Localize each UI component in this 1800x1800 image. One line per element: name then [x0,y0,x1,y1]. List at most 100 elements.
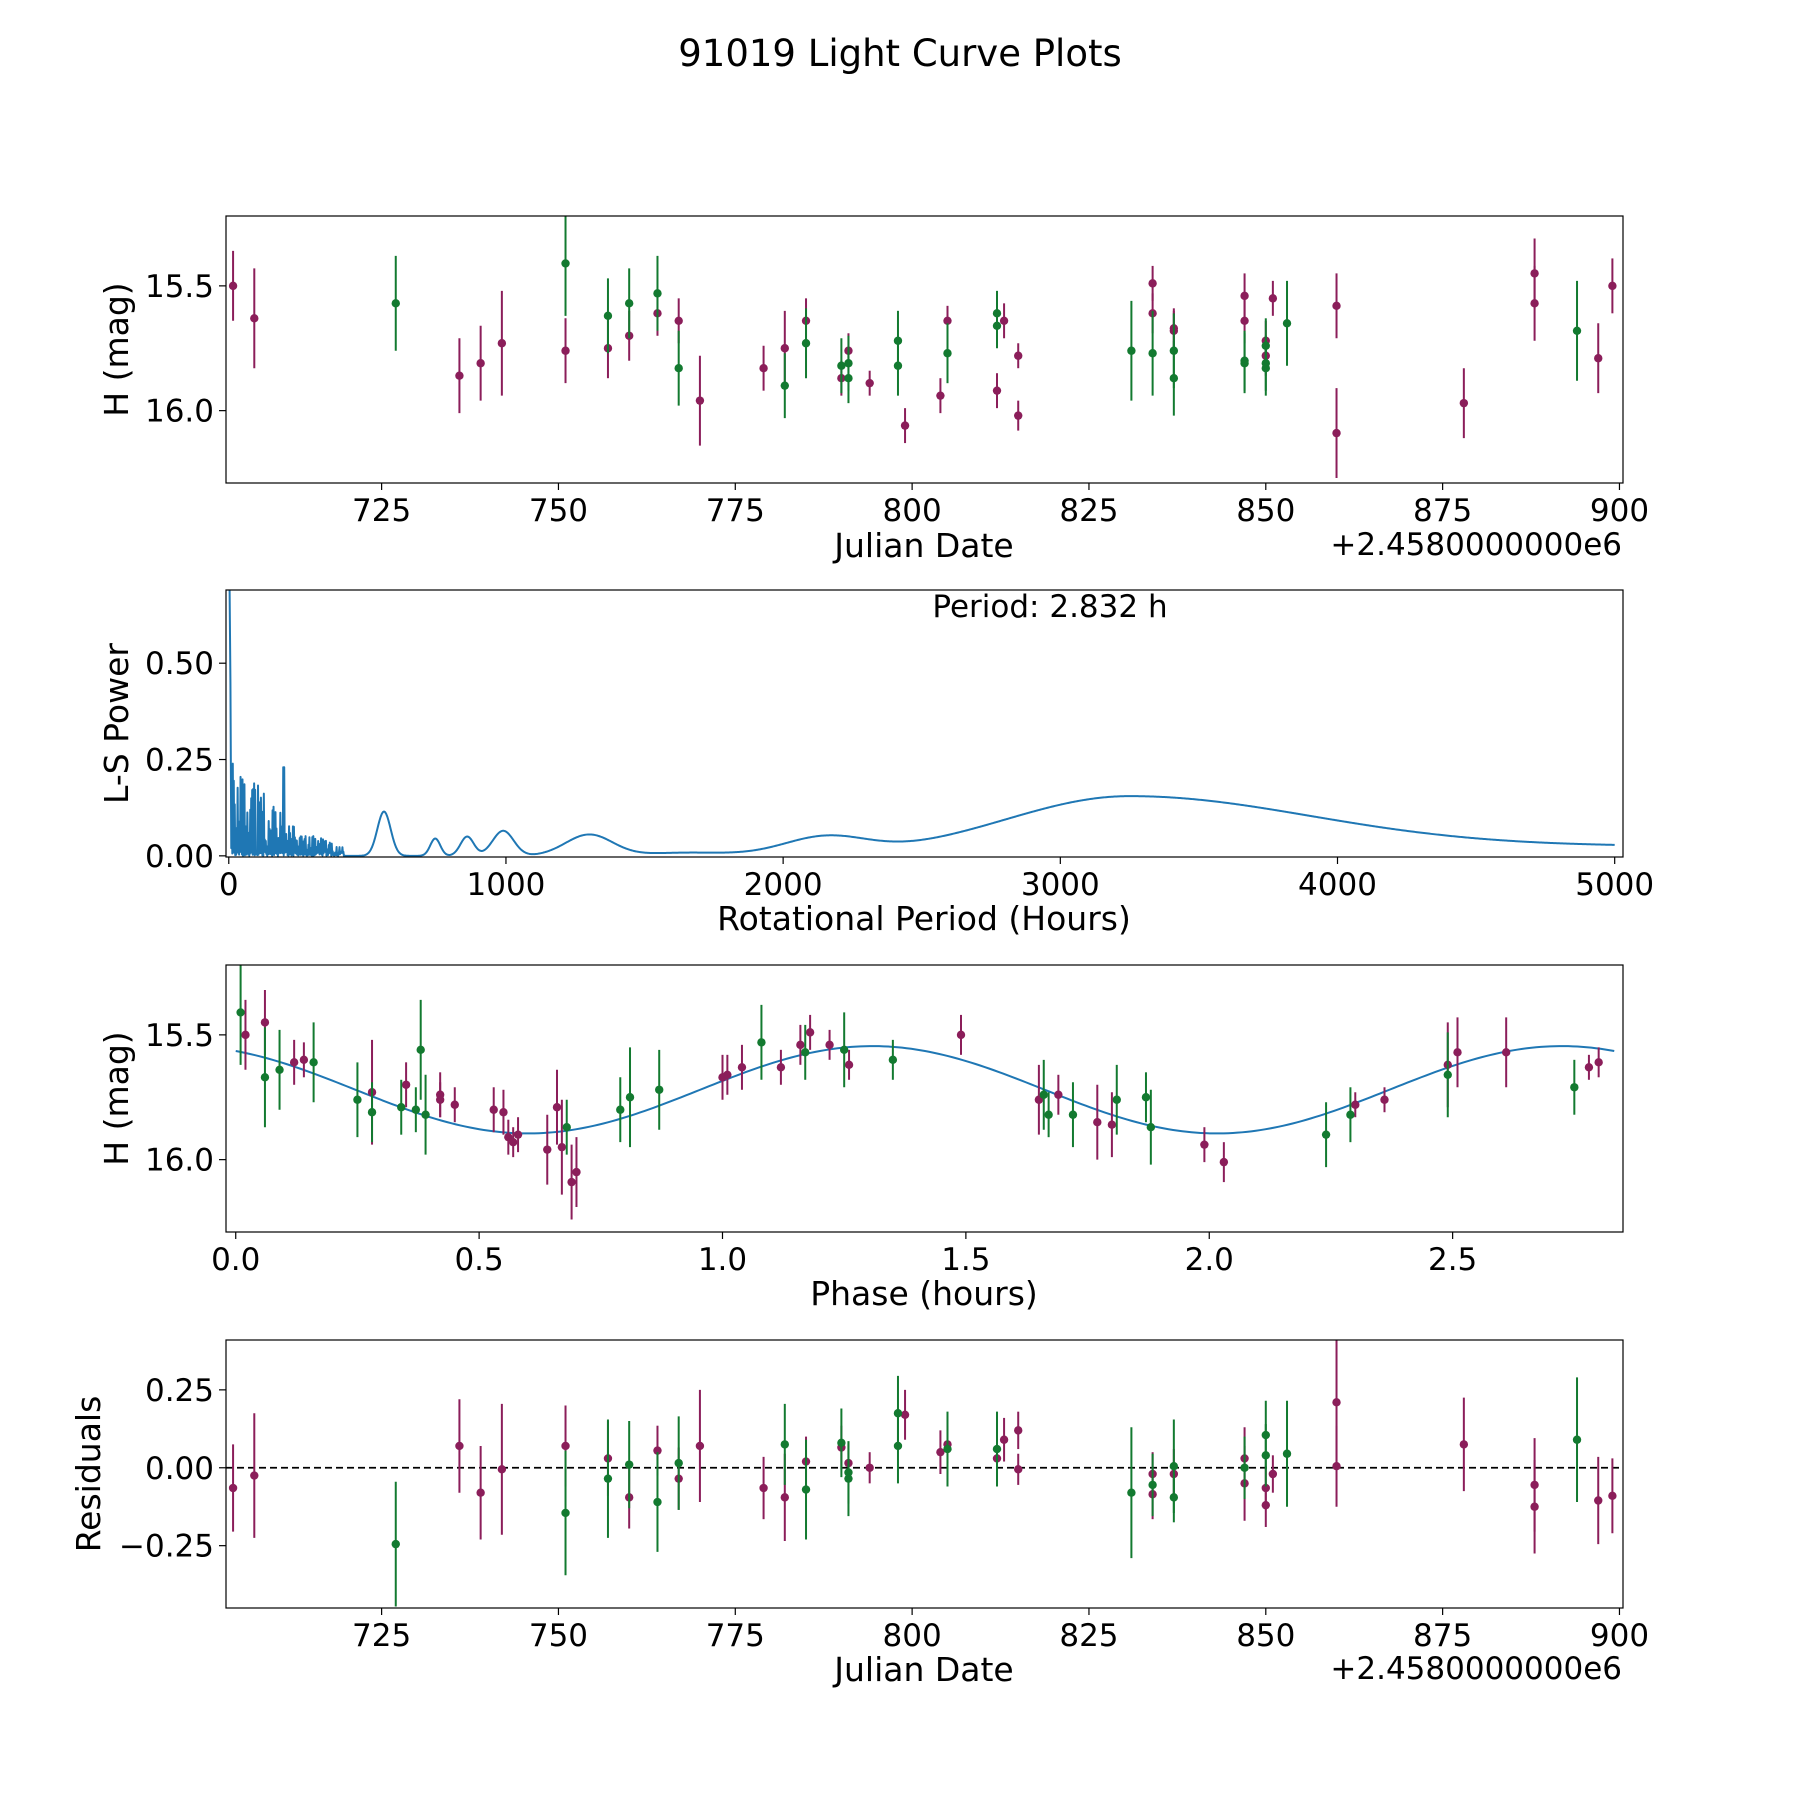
data-point-green [837,361,846,370]
data-point-green [1112,1095,1121,1104]
data-point-magenta [844,1060,854,1070]
x-tick-label: 2.0 [1185,1242,1234,1278]
figure-title: 91019 Light Curve Plots [678,32,1122,75]
data-point-magenta [992,386,1002,395]
x-tick-label: 850 [1236,1618,1295,1654]
y-tick-label: 15.5 [145,269,214,305]
data-point-green [943,1444,952,1454]
periodogram-axes: 0 1000 2000 3000 4000 5000 0.00 0.25 0.50 [145,646,1654,903]
data-point-green [801,1048,810,1057]
data-point-magenta [250,1471,259,1480]
data-point-green [1261,341,1270,350]
data-point-green [616,1105,625,1114]
data-point-green [625,1093,635,1102]
data-point-magenta [1380,1095,1389,1104]
residuals-xlabel: Julian Date [832,1650,1014,1689]
data-point-magenta [956,1030,966,1040]
data-point-magenta [936,1447,945,1457]
data-point-magenta [476,359,485,368]
data-point-green [416,1045,425,1055]
y-tick-label: 0.00 [145,1451,214,1487]
data-point-magenta [241,1030,250,1040]
x-tick-label: 1.0 [698,1242,747,1278]
data-point-magenta [737,1063,747,1072]
data-point-magenta [1200,1140,1209,1149]
data-point-green [653,1497,662,1507]
data-point-green [837,1438,846,1448]
data-point-green [309,1058,318,1067]
data-point-green [839,1045,849,1055]
data-point-magenta [1332,1398,1341,1407]
data-point-magenta [695,396,705,405]
data-point-magenta [455,371,464,380]
data-point-magenta [299,1055,309,1065]
residuals-ylabel: Residuals [69,1396,108,1553]
data-point-magenta [228,281,238,291]
lightcurve-ylabel: H (mag) [97,282,136,416]
x-tick-label: 3000 [1021,867,1100,903]
data-point-magenta [1594,1058,1603,1067]
x-tick-label: 800 [883,493,942,529]
data-point-green [624,1460,634,1469]
data-point-green [624,299,634,308]
residuals-axes: 725 750 775 800 825 850 875 900 −0.25 0.00 0.25 [119,1373,1649,1654]
data-point-magenta [825,1040,834,1050]
x-tick-label: 0.5 [454,1242,503,1278]
data-point-green [801,1485,811,1494]
x-tick-label: 825 [1059,1618,1118,1654]
data-point-green [1570,1083,1579,1092]
periodogram-xlabel: Rotational Period (Hours) [717,899,1131,938]
data-point-magenta [1459,1440,1469,1449]
data-point-green [1572,326,1582,335]
lightcurve-panel: 725 750 775 800 825 850 875 900 15.5 16.0 Julian … [97,215,1649,565]
data-point-magenta [805,1028,815,1037]
data-point-green [992,1444,1002,1454]
x-tick-label: 750 [529,493,588,529]
data-point-green [367,1108,377,1117]
x-tick-label: 2000 [744,867,823,903]
data-point-green [603,1474,613,1483]
data-point-magenta [900,421,910,430]
phased-ylabel: H (mag) [97,1031,136,1165]
data-point-green [1169,373,1179,383]
data-point-magenta [1014,1426,1023,1435]
periodogram-ylabel: L-S Power [97,643,136,804]
data-point-green [1240,1463,1249,1472]
data-point-magenta [759,364,768,373]
x-tick-label: 875 [1413,493,1472,529]
phased-xlabel: Phase (hours) [810,1274,1038,1313]
y-tick-label: 0.00 [145,839,214,875]
data-point-magenta [936,391,945,400]
x-tick-label: 5000 [1575,867,1654,903]
periodogram-frame [225,589,1624,858]
data-point-magenta [865,1463,874,1472]
y-tick-label: 16.0 [145,1143,214,1179]
data-point-green [1127,1488,1136,1497]
x-tick-label: 750 [529,1618,588,1654]
x-tick-label: 875 [1413,1618,1472,1654]
x-tick-label: 825 [1059,493,1118,529]
phased-plot-area [235,965,1615,1220]
data-point-green [780,1440,789,1449]
data-point-magenta [1530,269,1539,278]
data-point-magenta [1240,316,1249,326]
data-point-green [1572,1435,1582,1444]
data-point-green [1127,346,1136,355]
data-point-magenta [1453,1048,1462,1057]
data-point-magenta [1093,1118,1102,1127]
data-point-magenta [723,1070,732,1079]
data-point-green [1148,349,1157,358]
periodogram-panel: 0 1000 2000 3000 4000 5000 0.00 0.25 0.50 Period… [97,589,1654,938]
data-point-green [674,364,683,373]
data-point-green [1148,1480,1157,1490]
data-point-green [397,1103,406,1112]
x-tick-label: 1000 [467,867,546,903]
data-point-magenta [1608,281,1617,291]
data-point-magenta [1054,1090,1063,1099]
data-point-magenta [1459,398,1469,408]
lightcurve-frame [225,215,1624,484]
data-point-green [391,1539,400,1549]
data-point-magenta [1332,428,1341,438]
data-point-green [1141,1093,1151,1102]
data-point-magenta [260,1018,270,1027]
